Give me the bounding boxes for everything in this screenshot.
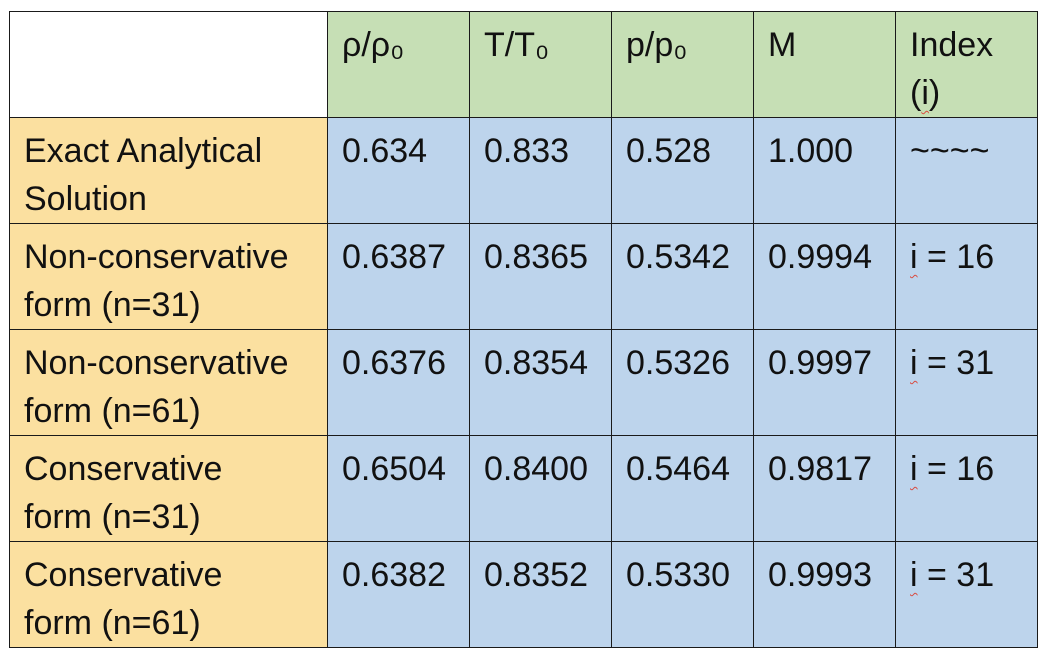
cell-density-ratio: 0.6387 [327, 223, 470, 330]
cell-pressure-ratio: 0.5330 [611, 541, 754, 648]
cell-index: i = 16 [895, 435, 1038, 542]
cell-index: i = 31 [895, 329, 1038, 436]
corner-cell [9, 11, 328, 118]
cell-temperature-ratio: 0.8354 [469, 329, 612, 436]
row-label: Non-conservative form (n=61) [9, 329, 328, 436]
cell-pressure-ratio: 0.5342 [611, 223, 754, 330]
cell-temperature-ratio: 0.8365 [469, 223, 612, 330]
table-row: Conservative form (n=61) 0.6382 0.8352 0… [9, 541, 1038, 648]
cell-mach: 1.000 [753, 117, 896, 224]
cell-pressure-ratio: 0.5464 [611, 435, 754, 542]
cell-pressure-ratio: 0.5326 [611, 329, 754, 436]
cell-temperature-ratio: 0.833 [469, 117, 612, 224]
cell-density-ratio: 0.634 [327, 117, 470, 224]
results-table: ρ/ρ₀ T/T₀ p/p₀ M Index (i) Exact Analyti… [9, 11, 1038, 648]
cell-density-ratio: 0.6504 [327, 435, 470, 542]
cell-mach: 0.9993 [753, 541, 896, 648]
header-index-symbol: (i) [910, 74, 941, 112]
cell-density-ratio: 0.6376 [327, 329, 470, 436]
row-label: Conservative form (n=31) [9, 435, 328, 542]
cell-density-ratio: 0.6382 [327, 541, 470, 648]
cell-index: ~~~~ [895, 117, 1038, 224]
table-row: Conservative form (n=31) 0.6504 0.8400 0… [9, 435, 1038, 542]
table-row: Exact Analytical Solution 0.634 0.833 0.… [9, 117, 1038, 224]
cell-mach: 0.9994 [753, 223, 896, 330]
cell-temperature-ratio: 0.8400 [469, 435, 612, 542]
header-temperature-ratio: T/T₀ [469, 11, 612, 118]
header-row: ρ/ρ₀ T/T₀ p/p₀ M Index (i) [9, 11, 1038, 118]
row-label: Conservative form (n=61) [9, 541, 328, 648]
table-row: Non-conservative form (n=61) 0.6376 0.83… [9, 329, 1038, 436]
cell-pressure-ratio: 0.528 [611, 117, 754, 224]
header-mach: M [753, 11, 896, 118]
cell-temperature-ratio: 0.8352 [469, 541, 612, 648]
header-index-word: Index [910, 26, 994, 64]
cell-index: i = 16 [895, 223, 1038, 330]
table-row: Non-conservative form (n=31) 0.6387 0.83… [9, 223, 1038, 330]
cell-mach: 0.9997 [753, 329, 896, 436]
header-index: Index (i) [895, 11, 1038, 118]
row-label: Exact Analytical Solution [9, 117, 328, 224]
header-pressure-ratio: p/p₀ [611, 11, 754, 118]
header-density-ratio: ρ/ρ₀ [327, 11, 470, 118]
row-label: Non-conservative form (n=31) [9, 223, 328, 330]
cell-index: i = 31 [895, 541, 1038, 648]
cell-mach: 0.9817 [753, 435, 896, 542]
